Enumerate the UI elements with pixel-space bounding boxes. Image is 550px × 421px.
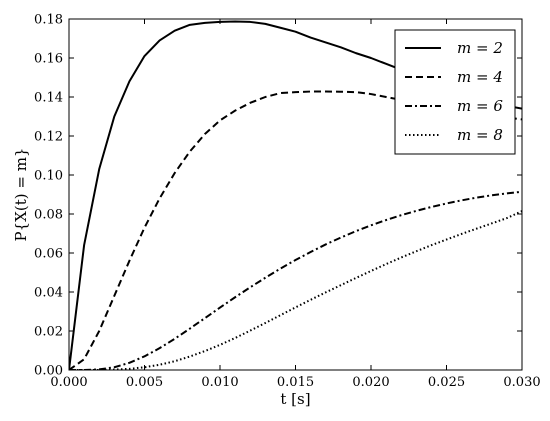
y-tick-label: 0.14 bbox=[34, 91, 63, 106]
y-axis-title: P{X(t) = m} bbox=[12, 148, 30, 242]
y-tick-label: 0.18 bbox=[34, 13, 63, 28]
y-tick-label: 0.08 bbox=[34, 208, 63, 223]
axes: 0.000 0.005 0.010 0.015 0.020 0.025 0.030 0.00 0… bbox=[34, 13, 541, 391]
legend: m = 2 m = 4 m = 6 m = 8 bbox=[394, 29, 516, 155]
y-tick-label: 0.04 bbox=[34, 286, 63, 301]
legend-label-1: m = 2 bbox=[457, 39, 503, 57]
series-line-4 bbox=[69, 210, 522, 370]
legend-box bbox=[394, 29, 516, 155]
x-tick-label: 0.020 bbox=[352, 375, 389, 390]
y-tick-label: 0.10 bbox=[34, 169, 63, 184]
x-tick-label: 0.015 bbox=[277, 375, 314, 390]
y-tick-label: 0.00 bbox=[34, 364, 63, 379]
y-tick-label: 0.02 bbox=[34, 325, 63, 340]
x-tick-label: 0.030 bbox=[503, 375, 540, 390]
y-tick-label: 0.06 bbox=[34, 247, 63, 262]
legend-label-3: m = 6 bbox=[457, 97, 503, 115]
legend-label-2: m = 4 bbox=[457, 68, 503, 86]
x-axis-title: t [s] bbox=[280, 390, 310, 408]
x-tick-label: 0.025 bbox=[428, 375, 465, 390]
x-tick-label: 0.005 bbox=[126, 375, 163, 390]
series-line-3 bbox=[69, 190, 522, 370]
y-tick-label: 0.16 bbox=[34, 52, 63, 67]
legend-label-4: m = 8 bbox=[457, 126, 503, 144]
x-tick-label: 0.010 bbox=[201, 375, 238, 390]
x-tick-label: 0.000 bbox=[50, 375, 87, 390]
y-tick-label: 0.12 bbox=[34, 130, 63, 145]
